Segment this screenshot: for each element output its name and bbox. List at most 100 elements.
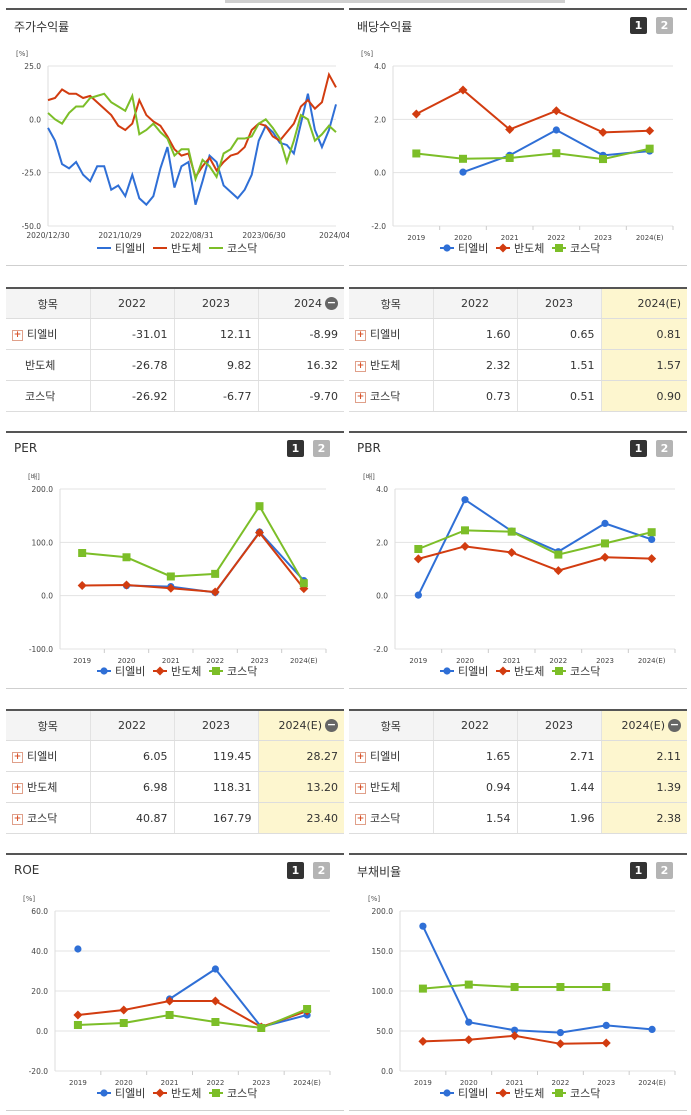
expand-icon[interactable]: + — [355, 782, 366, 794]
data-point — [505, 154, 514, 162]
data-point — [459, 154, 467, 163]
x-tick-label: 2023 — [252, 1079, 270, 1087]
data-point — [411, 109, 421, 119]
series-line — [82, 504, 305, 584]
x-tick-label: 2019 — [69, 1079, 87, 1087]
expand-icon[interactable]: + — [355, 813, 366, 825]
cell-value: -8.99 — [257, 318, 344, 350]
data-point — [74, 945, 82, 953]
data-point — [166, 583, 176, 593]
expand-icon[interactable]: + — [355, 329, 366, 341]
expand-icon[interactable]: + — [12, 813, 23, 825]
data-point — [464, 980, 473, 989]
tab-2-button[interactable]: 2 — [656, 440, 673, 457]
tab-1-button[interactable]: 1 — [630, 440, 647, 457]
expand-icon[interactable]: + — [12, 329, 23, 341]
cell-value: 2.11 — [600, 740, 687, 772]
y-tick-label: 150.0 — [372, 947, 394, 956]
cell-value: 1.57 — [600, 349, 687, 381]
data-point — [554, 550, 563, 559]
cell-value: 13.20 — [257, 771, 344, 803]
data-point — [419, 922, 427, 930]
cell-value: -31.01 — [89, 318, 174, 350]
y-tick-label: 25.0 — [24, 62, 41, 71]
data-point — [155, 1088, 165, 1098]
expand-icon[interactable]: + — [355, 391, 366, 403]
y-tick-label: 100.0 — [32, 538, 54, 547]
expand-icon[interactable]: + — [12, 751, 23, 763]
collapse-icon[interactable]: − — [325, 296, 338, 311]
tab-1-button[interactable]: 1 — [630, 17, 647, 34]
tab-1-button[interactable]: 1 — [287, 862, 304, 879]
chart-dividend: [%]4.0 2.0 0.0 -2.0 2019 2020 2021 2022 2023 2024… — [361, 50, 674, 255]
row-name: 코스닥 — [370, 812, 401, 825]
legend-label: 반도체 — [171, 665, 201, 678]
tab-2-button[interactable]: 2 — [313, 862, 330, 879]
x-tick-label: 2024/04/ — [319, 231, 353, 240]
table-per: 항목 2022 2023 2024(E) − + 티엘비 6.05 119.45 2… — [6, 709, 344, 834]
panel-title: PER — [14, 441, 38, 455]
data-point — [255, 502, 264, 511]
series-line — [417, 529, 652, 556]
data-point — [552, 149, 561, 158]
col-header-label: 2024(E) — [278, 718, 322, 732]
col-header-label: 2024(E) — [621, 718, 665, 732]
data-point — [599, 155, 607, 164]
data-point — [100, 1089, 108, 1097]
x-tick-label: 2021/10/29 — [98, 231, 141, 240]
data-point — [155, 666, 165, 676]
cell-value: 118.31 — [173, 771, 258, 803]
tab-1-button[interactable]: 1 — [630, 862, 647, 879]
col-header-last: 2024(E) − — [600, 710, 687, 741]
x-tick-label: 2019 — [414, 1079, 432, 1087]
cell-value: 1.60 — [432, 318, 517, 350]
y-tick-label: 200.0 — [32, 485, 54, 494]
data-point — [498, 666, 508, 676]
y-tick-label: -50.0 — [22, 222, 42, 231]
collapse-icon[interactable]: − — [668, 718, 681, 733]
data-point — [443, 667, 451, 675]
tab-2-button[interactable]: 2 — [656, 17, 673, 34]
col-header: 항목 — [6, 288, 90, 319]
row-name: 티엘비 — [370, 328, 401, 341]
cell-value: 0.51 — [516, 380, 601, 412]
table-row: + 반도체 6.98 118.31 13.20 — [6, 771, 344, 803]
table-stock: 항목 2022 2023 2024− + 티엘비 -31.01 12.11 -8.… — [6, 287, 344, 412]
tab-2-button[interactable]: 2 — [656, 862, 673, 879]
expand-icon[interactable]: + — [355, 751, 366, 763]
data-point — [165, 996, 175, 1006]
y-tick-label: 40.0 — [31, 947, 48, 956]
legend-label: 티엘비 — [458, 665, 488, 678]
table-row: + 티엘비 1.65 2.71 2.11 — [349, 740, 687, 772]
row-name-cell: + 코스닥 — [349, 380, 433, 412]
data-point — [602, 983, 611, 991]
data-point — [601, 539, 609, 548]
table-row: + 반도체 0.94 1.44 1.39 — [349, 771, 687, 803]
legend-label: 반도체 — [514, 1087, 544, 1100]
data-point — [210, 996, 220, 1006]
data-point — [443, 244, 451, 252]
expand-icon[interactable]: + — [355, 360, 366, 372]
col-header-last: 2024(E) − — [257, 710, 344, 741]
x-tick-label: 2024(E) — [290, 657, 318, 665]
tab-1-button[interactable]: 1 — [287, 440, 304, 457]
cell-value: 119.45 — [173, 740, 258, 772]
col-header: 항목 — [349, 710, 433, 741]
panel-per: PER 1 2 [배] 200.0 100.0 0.0 -100.0 2019 2020 20… — [6, 431, 344, 689]
collapse-icon[interactable]: − — [325, 718, 338, 733]
col-header: 2023 — [173, 288, 258, 319]
x-tick-label: 2022 — [207, 1079, 225, 1087]
expand-icon[interactable]: + — [12, 782, 23, 794]
data-point — [413, 554, 423, 564]
col-header: 2023 — [516, 710, 601, 741]
panel-stock: 주가수익률 [%] 25.0 0.0 -25.0 -50.0 2020/12/30 2021… — [6, 8, 353, 266]
tab-2-button[interactable]: 2 — [313, 440, 330, 457]
series-line — [416, 147, 650, 161]
data-point — [505, 124, 515, 134]
data-point — [211, 569, 220, 578]
y-tick-label: 20.0 — [31, 987, 48, 996]
x-tick-label: 2021 — [501, 234, 519, 242]
row-name: 코스닥 — [27, 812, 58, 825]
series-line — [422, 925, 653, 1034]
table-pbr: 항목 2022 2023 2024(E) − + 티엘비 1.65 2.71 2.1… — [349, 709, 687, 834]
